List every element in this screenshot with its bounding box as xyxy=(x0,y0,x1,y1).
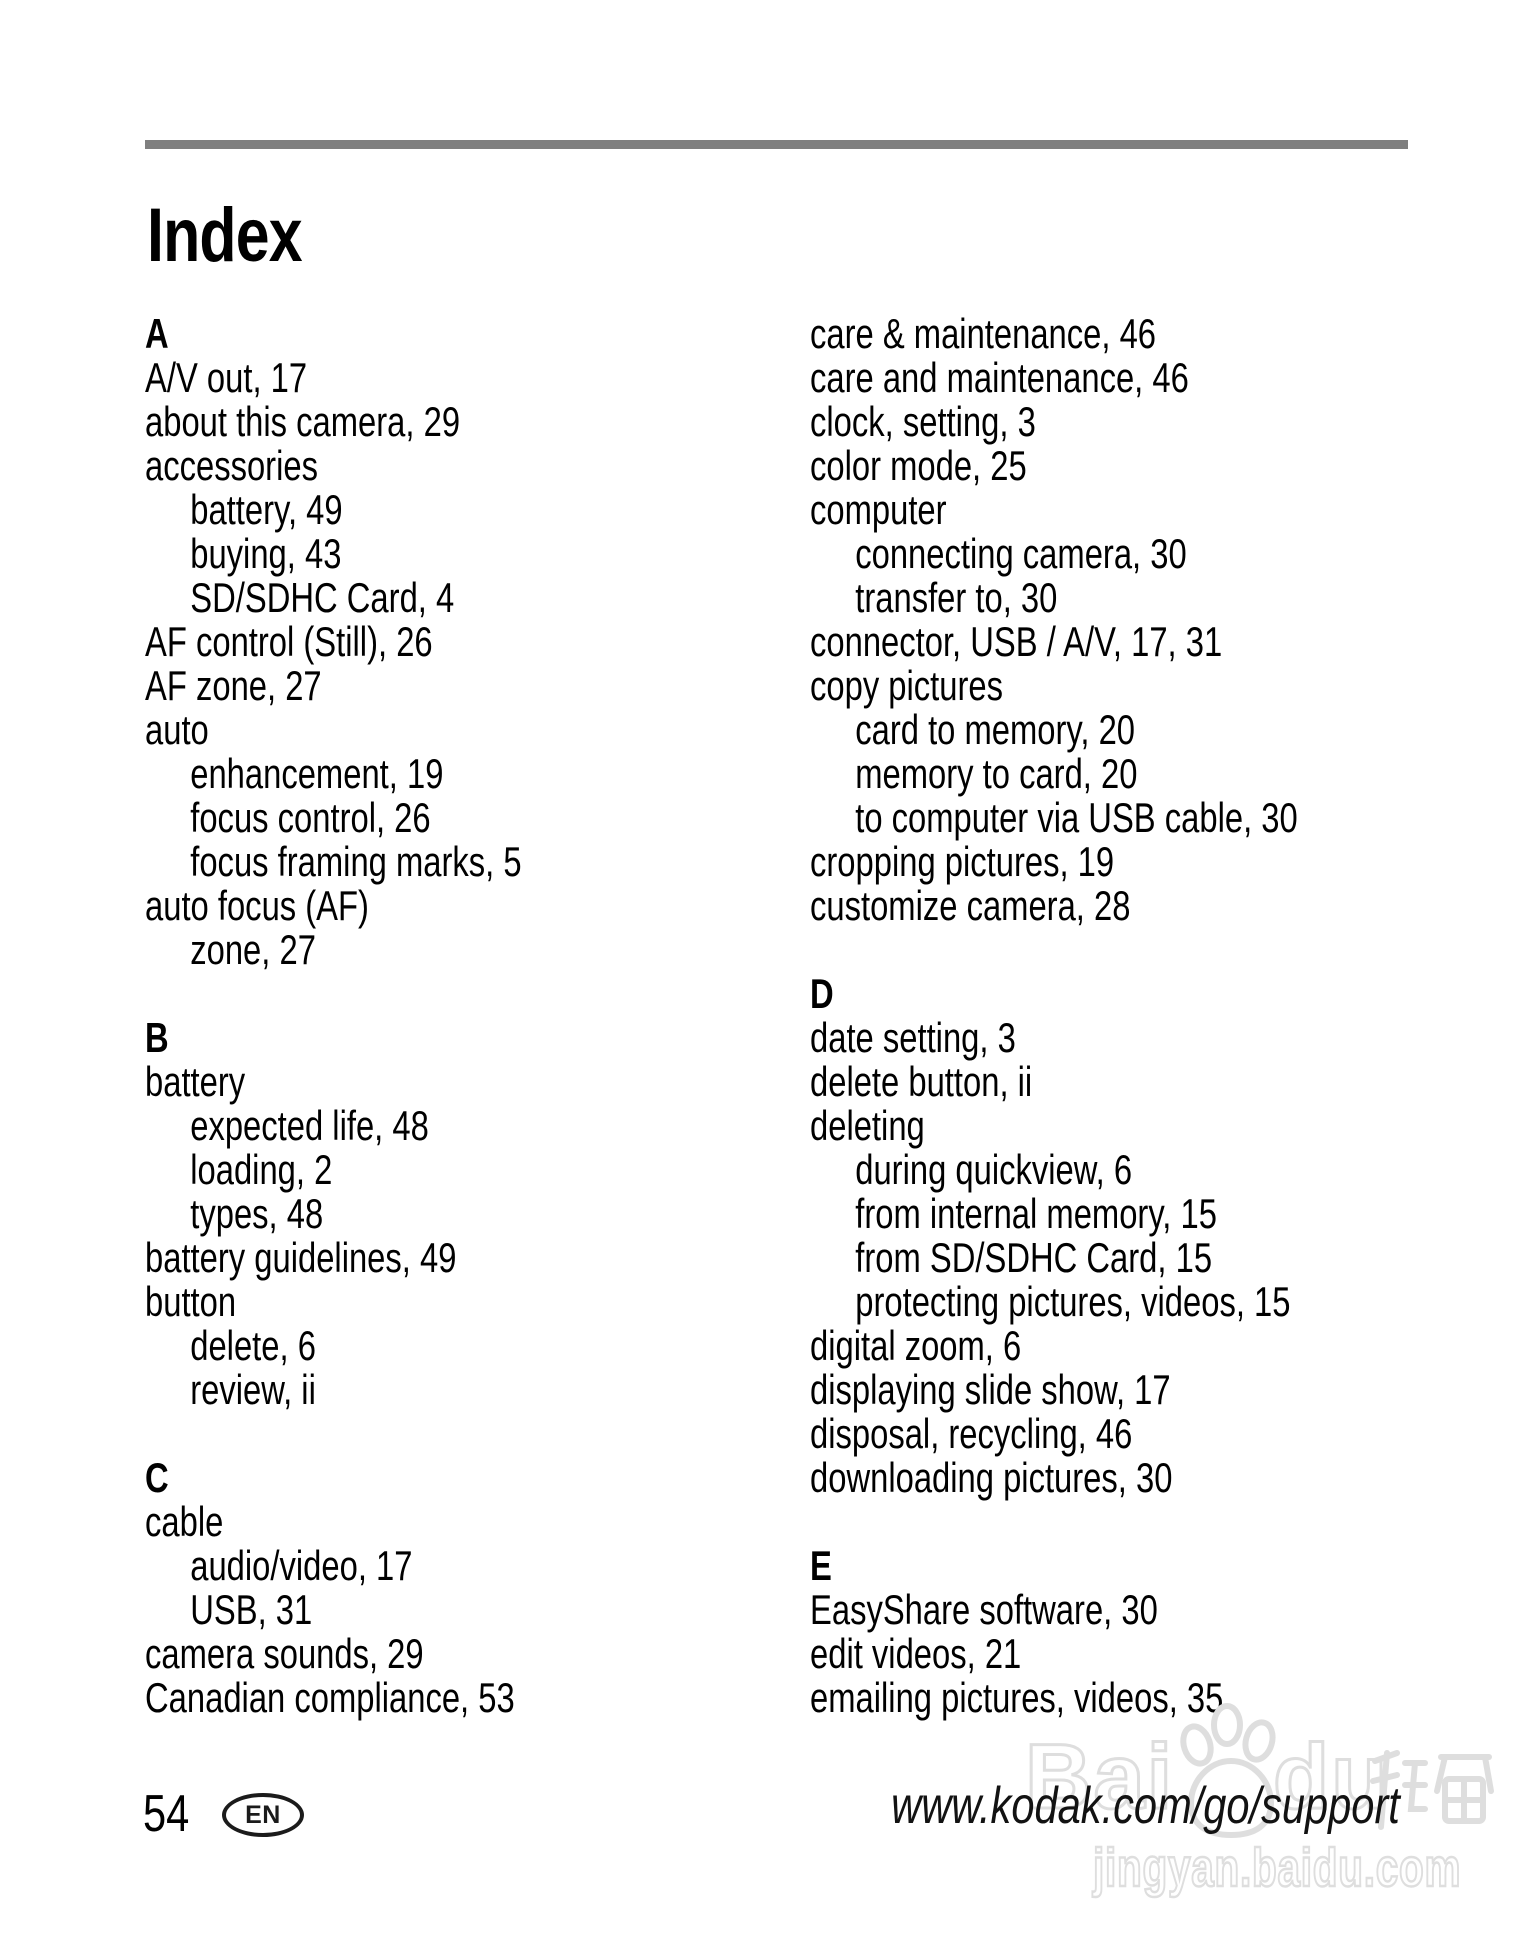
watermark-brand-left: Bai xyxy=(1023,1726,1175,1828)
index-entry: enhancement, 19 xyxy=(190,750,444,797)
watermark-brand-right: du xyxy=(1271,1726,1390,1828)
index-entry: from SD/SDHC Card, 15 xyxy=(855,1234,1213,1281)
index-entry: clock, setting, 3 xyxy=(810,398,1036,445)
index-entry: card to memory, 20 xyxy=(855,706,1136,753)
paw-print-icon xyxy=(1175,1703,1287,1848)
index-entry: edit videos, 21 xyxy=(810,1630,1022,1677)
index-entry: delete, 6 xyxy=(190,1322,316,1369)
index-entry: emailing pictures, videos, 35 xyxy=(810,1674,1224,1721)
index-section-letter: A xyxy=(145,310,169,357)
index-entry: to computer via USB cable, 30 xyxy=(855,794,1298,841)
index-entry: deleting xyxy=(810,1102,925,1149)
index-entry: accessories xyxy=(145,442,318,489)
index-entry: battery xyxy=(145,1058,246,1105)
index-entry: focus control, 26 xyxy=(190,794,431,841)
index-entry: zone, 27 xyxy=(190,926,316,973)
index-entry: copy pictures xyxy=(810,662,1004,709)
index-section-letter: B xyxy=(145,1014,169,1061)
index-entry: customize camera, 28 xyxy=(810,882,1131,929)
index-entry: USB, 31 xyxy=(190,1586,313,1633)
baidu-jingyan-watermark: Bai du jingyan.baidu.com xyxy=(1023,1703,1505,1933)
index-entry: buying, 43 xyxy=(190,530,342,577)
index-entry: protecting pictures, videos, 15 xyxy=(855,1278,1291,1325)
index-column-left: A A/V out, 17 about this camera, 29 accesso… xyxy=(145,312,816,1720)
index-entry: audio/video, 17 xyxy=(190,1542,413,1589)
index-entry: EasyShare software, 30 xyxy=(810,1586,1158,1633)
header-rule-bar xyxy=(145,140,1408,149)
index-entry: loading, 2 xyxy=(190,1146,333,1193)
index-entry: review, ii xyxy=(190,1366,316,1413)
index-entry: connecting camera, 30 xyxy=(855,530,1187,577)
language-badge: EN xyxy=(222,1793,304,1837)
index-entry: button xyxy=(145,1278,237,1325)
index-entry: focus framing marks, 5 xyxy=(190,838,522,885)
page-title: Index xyxy=(147,193,303,278)
index-entry: color mode, 25 xyxy=(810,442,1027,489)
index-entry: cropping pictures, 19 xyxy=(810,838,1115,885)
index-entry: A/V out, 17 xyxy=(145,354,308,401)
index-entry: about this camera, 29 xyxy=(145,398,461,445)
index-entry: cable xyxy=(145,1498,224,1545)
index-entry: types, 48 xyxy=(190,1190,324,1237)
index-entry: AF control (Still), 26 xyxy=(145,618,433,665)
watermark-site-text: jingyan.baidu.com xyxy=(1092,1838,1462,1898)
index-entry: computer xyxy=(810,486,947,533)
index-entry: camera sounds, 29 xyxy=(145,1630,424,1677)
index-section: care & maintenance, 46 care and maintenan… xyxy=(810,312,1481,928)
index-section-letter: E xyxy=(810,1542,832,1589)
index-entry: auto focus (AF) xyxy=(145,882,369,929)
index-entry: downloading pictures, 30 xyxy=(810,1454,1173,1501)
index-section-letter: D xyxy=(810,970,834,1017)
index-entry: displaying slide show, 17 xyxy=(810,1366,1171,1413)
index-entry: from internal memory, 15 xyxy=(855,1190,1217,1237)
index-entry: auto xyxy=(145,706,209,753)
index-entry: expected life, 48 xyxy=(190,1102,429,1149)
page-number: 54 xyxy=(143,1785,190,1843)
index-entry: date setting, 3 xyxy=(810,1014,1016,1061)
index-section: A A/V out, 17 about this camera, 29 accesso… xyxy=(145,312,816,972)
index-entry: care and maintenance, 46 xyxy=(810,354,1189,401)
index-entry: delete button, ii xyxy=(810,1058,1033,1105)
support-url: www.kodak.com/go/support xyxy=(891,1777,1400,1835)
index-entry: during quickview, 6 xyxy=(855,1146,1133,1193)
index-section: E EasyShare software, 30 edit videos, 21 em… xyxy=(810,1544,1481,1720)
language-badge-label: EN xyxy=(245,1800,281,1829)
index-entry: SD/SDHC Card, 4 xyxy=(190,574,455,621)
index-entry: care & maintenance, 46 xyxy=(810,310,1157,357)
index-entry: battery guidelines, 49 xyxy=(145,1234,457,1281)
index-entry: connector, USB / A/V, 17, 31 xyxy=(810,618,1223,665)
index-entry: Canadian compliance, 53 xyxy=(145,1674,515,1721)
index-entry: disposal, recycling, 46 xyxy=(810,1410,1133,1457)
index-entry: digital zoom, 6 xyxy=(810,1322,1022,1369)
watermark-cjk-glyphs xyxy=(1367,1747,1497,1838)
index-entry: battery, 49 xyxy=(190,486,343,533)
index-entry: transfer to, 30 xyxy=(855,574,1058,621)
index-section-letter: C xyxy=(145,1454,169,1501)
index-entry: memory to card, 20 xyxy=(855,750,1138,797)
index-entry: AF zone, 27 xyxy=(145,662,322,709)
index-column-right: care & maintenance, 46 care and maintenan… xyxy=(810,312,1481,1720)
